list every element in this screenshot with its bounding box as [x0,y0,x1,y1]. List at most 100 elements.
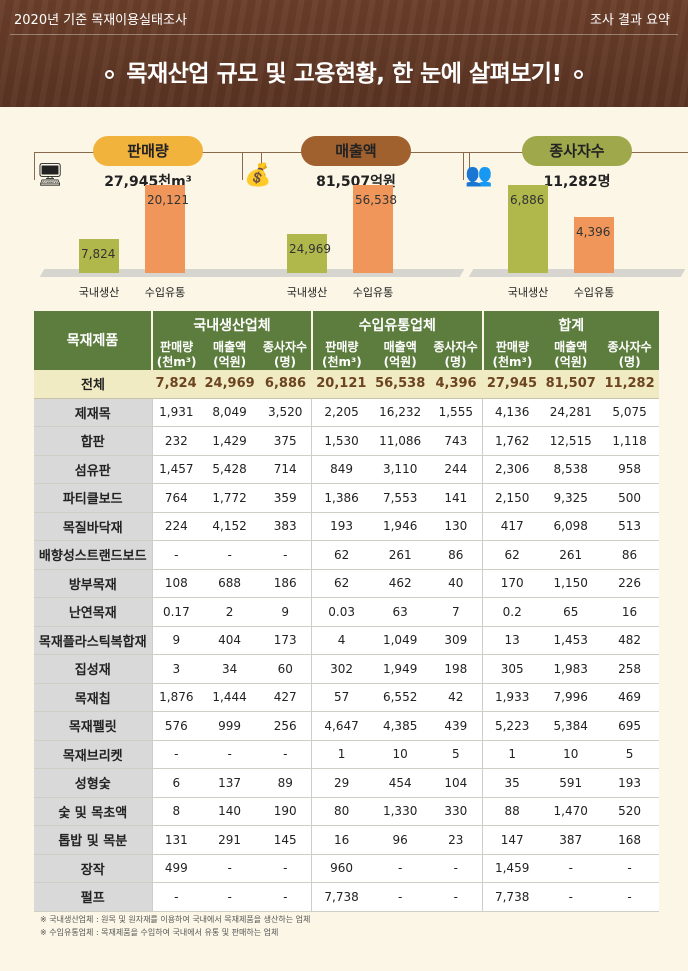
table-row: 목재브리켓 - - -1 10 5 1 10 5 [34,740,659,769]
table-cell: 86 [600,540,659,570]
column-header: 판매량 (천m³) [150,339,201,370]
title-wrap: 목재산업 규모 및 고용현황, 한 눈에 살펴보기! [0,54,688,88]
table-cell: 16 [600,597,659,627]
table-cell: 256 [259,711,312,741]
row-label: 목재플라스틱복합재 [34,626,152,655]
table-row: 방부목재 108 688 186 62 462 40 170 1,150 226 [34,569,659,598]
table-cell: 244 [429,455,483,484]
table-cell: 1,762 [482,426,542,456]
table-cell: 291 [200,825,260,855]
table-cell: 0.17 [151,597,201,627]
summary-bar [508,185,548,273]
bar-label: 국내생산 [507,286,549,299]
table-cell: - [200,540,260,570]
wood-industry-table: 목재제품 국내생산업체 수입유통업체 합계 판매량 (천m³) 매출액 (억원) 종… [34,311,659,912]
table-cell: 62 [482,540,542,570]
table-cell: 576 [151,711,201,741]
table-cell: 193 [600,768,659,798]
table-cell: - [600,882,659,912]
table-cell: 520 [600,797,659,826]
table-cell: - [370,882,430,912]
row-label: 목재브리켓 [34,740,152,769]
people-icon: 👥 [465,163,493,188]
circle-icon [573,70,583,79]
table-cell: 8 [151,797,201,826]
header: 2020년 기준 목재이용실태조사 조사 결과 요약 목재산업 규모 및 고용현… [0,0,688,107]
table-cell: - [259,882,312,912]
table-cell: 258 [600,654,659,684]
group-header-import: 수입유통업체 [310,311,483,340]
table-cell: 27,945 [482,369,542,399]
column-header: 종사자수 (명) [600,339,659,370]
row-label: 난연목재 [34,597,152,627]
row-label: 펄프 [34,882,152,912]
table-row: 난연목재 0.17 2 9 0.03 63 7 0.2 65 16 [34,597,659,627]
table-cell: - [259,540,312,570]
column-header: 매출액 (억원) [200,339,260,370]
row-label: 목재칩 [34,683,152,712]
bar-label: 수입유통 [144,286,186,299]
table-cell: 1,457 [151,455,201,484]
row-label: 배향성스트랜드보드 [34,540,152,570]
table-cell: 10 [370,740,430,769]
row-label: 성형숯 [34,768,152,798]
row-label: 합판 [34,426,152,456]
table-cell: 1,386 [311,483,371,513]
table-cell: 2 [200,597,260,627]
table-row: 목질바닥재 224 4,152 383 193 1,946 130 417 6,098 513 [34,512,659,541]
table-cell: 1,453 [541,626,601,655]
table-cell: 6 [151,768,201,798]
table-cell: 80 [311,797,371,826]
table-cell: 6,886 [259,369,312,399]
table-cell: 65 [541,597,601,627]
table-row: 펄프 - - -7,738- -7,738- - [34,882,659,912]
bar-value: 7,824 [81,246,116,261]
summary-bar [79,238,119,273]
table-cell: 6,552 [370,683,430,712]
table-cell: 13 [482,626,542,655]
table-cell: 500 [600,483,659,513]
table-cell: - [200,854,260,883]
table-cell: 1,118 [600,426,659,456]
table-cell: 359 [259,483,312,513]
table-cell: - [429,854,483,883]
table-row: 목재플라스틱복합재 9 404 173 4 1,049 309 13 1,453 482 [34,626,659,655]
table-cell: 261 [541,540,601,570]
total-row: 전체 7,824 24,969 6,886 20,121 56,538 4,396 27,94… [34,369,659,399]
table-cell: 145 [259,825,312,855]
table-cell: - [200,882,260,912]
table-cell: 261 [370,540,430,570]
summary-card: 판매량 🖥 27,945천m³ 7,824 국내생산 20,121 수입유통 [34,136,262,301]
table-cell: 462 [370,569,430,598]
table-cell: 5 [600,740,659,769]
table-row: 집성재 3 34 60 302 1,949 198 305 1,983 258 [34,654,659,684]
table-cell: 375 [259,426,312,456]
table-cell: 1,983 [541,654,601,684]
table-cell: 482 [600,626,659,655]
row-label: 장작 [34,854,152,883]
table-cell: 513 [600,512,659,541]
table-cell: - [370,854,430,883]
table-cell: 173 [259,626,312,655]
table-cell: 186 [259,569,312,598]
table-cell: 8,538 [541,455,601,484]
table-cell: - [541,854,601,883]
table-cell: 1,876 [151,683,201,712]
table-cell: 1,459 [482,854,542,883]
table-cell: 714 [259,455,312,484]
card-label: 판매량 [93,136,203,166]
column-header: 매출액 (억원) [370,339,430,370]
table-cell: - [151,540,201,570]
table-cell: 24,969 [200,369,260,399]
table-cell: 764 [151,483,201,513]
table-row: 장작 499- -960- -1,459- - [34,854,659,883]
row-label: 목재펠릿 [34,711,152,741]
table-cell: 5,384 [541,711,601,741]
table-cell: 454 [370,768,430,798]
table-cell: 999 [200,711,260,741]
group-header-total: 합계 [481,311,659,340]
table-cell: 404 [200,626,260,655]
table-cell: 56,538 [370,369,430,399]
table-cell: 62 [311,569,371,598]
table-cell: 40 [429,569,483,598]
